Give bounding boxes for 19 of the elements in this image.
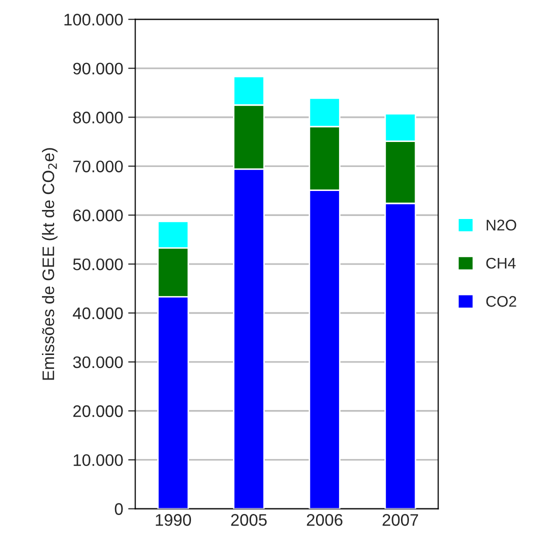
- legend-label: N2O: [486, 220, 516, 230]
- y-tick-label: 10.000: [74, 454, 123, 466]
- y-tick-label: 60.000: [73, 210, 123, 222]
- legend-label: CO2: [486, 296, 516, 307]
- y-tick-label: 100.000: [64, 14, 123, 26]
- y-tick-label: 80.000: [73, 112, 123, 124]
- y-tick-label: 20.000: [73, 405, 123, 418]
- y-tick-label: 0: [114, 503, 123, 515]
- y-axis-title: Emissões de GEE (kt de CO$_{2}$e): [42, 148, 58, 380]
- y-tick-label: 50.000: [73, 258, 123, 270]
- x-tick-label: 2006: [306, 514, 342, 526]
- y-tick-label: 40.000: [72, 307, 123, 320]
- legend-label: CH4: [486, 258, 516, 269]
- x-tick-label: 2007: [382, 514, 418, 526]
- x-tick-label: 2005: [231, 514, 267, 526]
- x-tick-label: 1990: [156, 514, 192, 526]
- y-tick-label: 90.000: [73, 62, 123, 74]
- y-tick-label: 30.000: [73, 356, 123, 368]
- y-tick-label: 70.000: [73, 160, 123, 172]
